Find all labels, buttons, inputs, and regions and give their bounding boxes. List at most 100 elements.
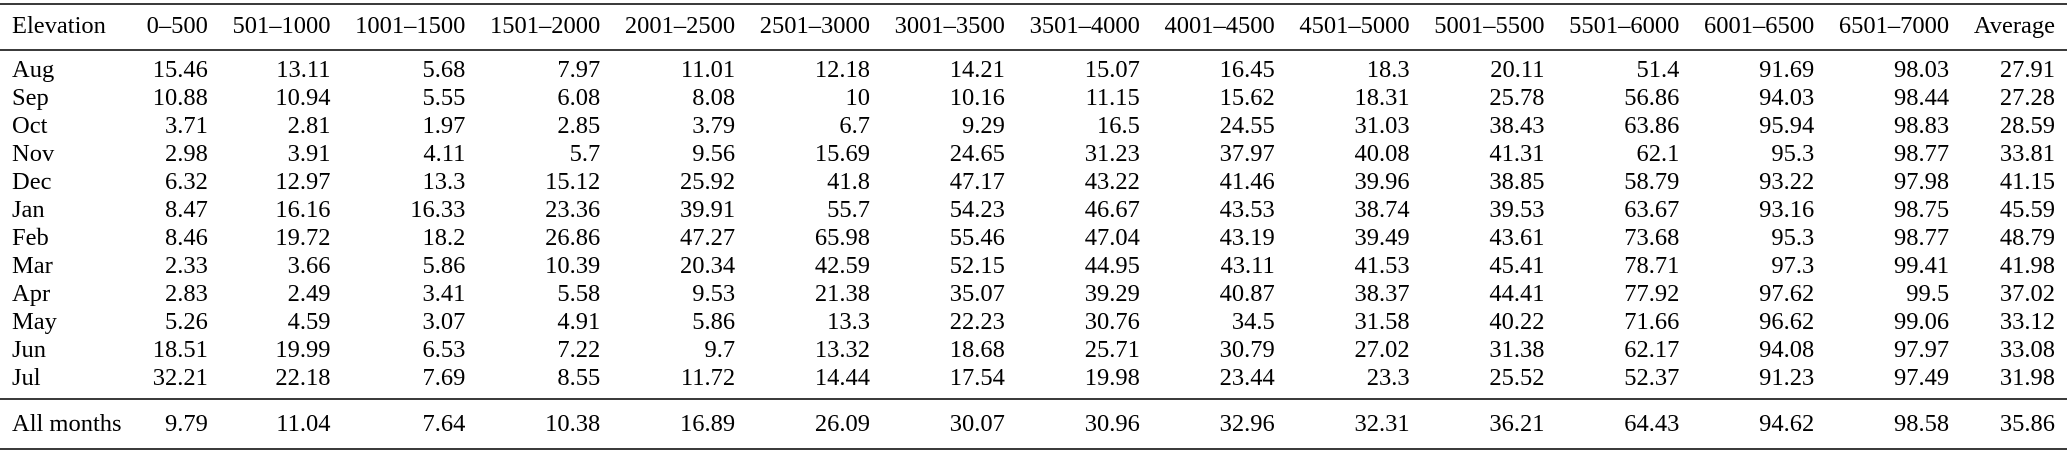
cell: 43.19 bbox=[1219, 224, 1275, 251]
cell: 10 bbox=[845, 84, 871, 111]
cell: 16.16 bbox=[275, 196, 331, 223]
cell: 40.08 bbox=[1354, 140, 1410, 167]
cell: 37.02 bbox=[1999, 280, 2055, 307]
cell: 63.67 bbox=[1624, 196, 1680, 223]
cell: 52.37 bbox=[1624, 364, 1680, 391]
footer-cell: 98.58 bbox=[1826, 398, 1962, 449]
cell: 43.22 bbox=[1084, 168, 1140, 195]
cell: 26.86 bbox=[545, 224, 601, 251]
cell: 39.91 bbox=[680, 196, 736, 223]
cell: 23.44 bbox=[1219, 364, 1275, 391]
cell: 3.91 bbox=[287, 140, 331, 167]
cell: 25.71 bbox=[1084, 336, 1140, 363]
table-row: Jul 32.21 22.18 7.69 8.55 11.72 14.44 17.54 19.9… bbox=[0, 364, 2067, 399]
cell: 11.15 bbox=[1085, 84, 1140, 111]
cell: 3.79 bbox=[692, 112, 736, 139]
column-header-elevation: Elevation bbox=[0, 4, 135, 51]
cell: 54.23 bbox=[949, 196, 1005, 223]
row-label: Apr bbox=[12, 280, 51, 307]
cell: 16.33 bbox=[410, 196, 466, 223]
row-label: Sep bbox=[12, 84, 49, 111]
cell: 48.79 bbox=[1999, 224, 2055, 251]
cell: 71.66 bbox=[1624, 308, 1680, 335]
cell: 13.32 bbox=[814, 336, 871, 363]
cell: 2.85 bbox=[557, 112, 601, 139]
cell: 31.03 bbox=[1354, 112, 1410, 139]
cell: 4.59 bbox=[287, 308, 331, 335]
table-row: Jun 18.51 19.99 6.53 7.22 9.7 13.32 18.68 25.71 3… bbox=[0, 336, 2067, 364]
cell: 39.96 bbox=[1354, 168, 1410, 195]
cell: 23.36 bbox=[545, 196, 601, 223]
cell: 21.38 bbox=[814, 280, 871, 307]
cell: 18.51 bbox=[152, 336, 208, 363]
cell: 9.56 bbox=[692, 140, 736, 167]
table-footer: All months 9.79 11.04 7.64 10.38 16.89 26.09 30… bbox=[0, 398, 2067, 449]
column-header: 6001–6500 bbox=[1691, 4, 1827, 51]
footer-cell: 36.21 bbox=[1421, 398, 1557, 449]
cell: 34.5 bbox=[1231, 308, 1275, 335]
cell: 5.86 bbox=[422, 252, 466, 279]
column-header: 4501–5000 bbox=[1286, 4, 1422, 51]
column-header: 3001–3500 bbox=[882, 4, 1017, 51]
cell: 25.52 bbox=[1489, 364, 1545, 391]
footer-cell: 30.07 bbox=[882, 398, 1017, 449]
cell: 38.85 bbox=[1489, 168, 1545, 195]
table-row: Sep 10.88 10.94 5.55 6.08 8.08 10 10.16 11.15 15.… bbox=[0, 84, 2067, 112]
cell: 18.3 bbox=[1366, 56, 1410, 83]
cell: 33.81 bbox=[1999, 140, 2055, 167]
table-row: Dec 6.32 12.97 13.3 15.12 25.92 41.8 47.17 43.22… bbox=[0, 168, 2067, 196]
elevation-table: Elevation 0–500 501–1000 1001–1500 1501–2000… bbox=[0, 3, 2067, 450]
cell: 27.28 bbox=[1999, 84, 2055, 111]
cell: 6.53 bbox=[422, 336, 466, 363]
cell: 12.18 bbox=[814, 56, 871, 83]
cell: 6.32 bbox=[165, 168, 208, 195]
cell: 47.17 bbox=[949, 168, 1005, 195]
footer-cell: 11.04 bbox=[219, 398, 343, 449]
cell: 25.78 bbox=[1489, 84, 1545, 111]
cell: 5.7 bbox=[569, 140, 601, 167]
cell: 40.87 bbox=[1219, 280, 1275, 307]
cell: 37.97 bbox=[1219, 140, 1275, 167]
cell: 38.74 bbox=[1354, 196, 1410, 223]
cell: 4.11 bbox=[423, 140, 466, 167]
cell: 39.49 bbox=[1354, 224, 1410, 251]
table-row: May 5.26 4.59 3.07 4.91 5.86 13.3 22.23 30.76 34.… bbox=[0, 308, 2067, 336]
cell: 7.69 bbox=[422, 364, 466, 391]
cell: 24.65 bbox=[949, 140, 1005, 167]
cell: 97.62 bbox=[1759, 280, 1815, 307]
cell: 2.49 bbox=[287, 280, 331, 307]
cell: 5.58 bbox=[557, 280, 601, 307]
cell: 44.41 bbox=[1489, 280, 1545, 307]
footer-cell: 32.96 bbox=[1151, 398, 1287, 449]
cell: 4.91 bbox=[557, 308, 601, 335]
cell: 38.37 bbox=[1354, 280, 1410, 307]
row-label: Mar bbox=[12, 252, 53, 279]
footer-cell: 26.09 bbox=[747, 398, 883, 449]
column-header: 3501–4000 bbox=[1016, 4, 1152, 51]
cell: 44.95 bbox=[1084, 252, 1140, 279]
cell: 3.71 bbox=[165, 112, 208, 139]
cell: 31.38 bbox=[1489, 336, 1545, 363]
cell: 30.76 bbox=[1084, 308, 1140, 335]
table-row: Feb 8.46 19.72 18.2 26.86 47.27 65.98 55.46 47.0… bbox=[0, 224, 2067, 252]
cell: 40.22 bbox=[1489, 308, 1545, 335]
row-label: Oct bbox=[12, 112, 48, 139]
footer-cell: 32.31 bbox=[1286, 398, 1422, 449]
cell: 41.15 bbox=[1999, 168, 2055, 195]
cell: 15.07 bbox=[1084, 56, 1140, 83]
row-label: Feb bbox=[12, 224, 49, 251]
cell: 13.11 bbox=[276, 56, 331, 83]
row-label: Dec bbox=[12, 168, 52, 195]
cell: 19.72 bbox=[275, 224, 331, 251]
cell: 98.77 bbox=[1894, 224, 1950, 251]
cell: 25.92 bbox=[680, 168, 736, 195]
cell: 2.81 bbox=[287, 112, 331, 139]
cell: 9.53 bbox=[692, 280, 736, 307]
cell: 7.97 bbox=[557, 56, 601, 83]
cell: 56.86 bbox=[1624, 84, 1680, 111]
cell: 27.91 bbox=[1999, 56, 2055, 83]
cell: 32.21 bbox=[152, 364, 208, 391]
footer-cell: 94.62 bbox=[1691, 398, 1827, 449]
column-header: 2501–3000 bbox=[747, 4, 883, 51]
cell: 65.98 bbox=[814, 224, 871, 251]
